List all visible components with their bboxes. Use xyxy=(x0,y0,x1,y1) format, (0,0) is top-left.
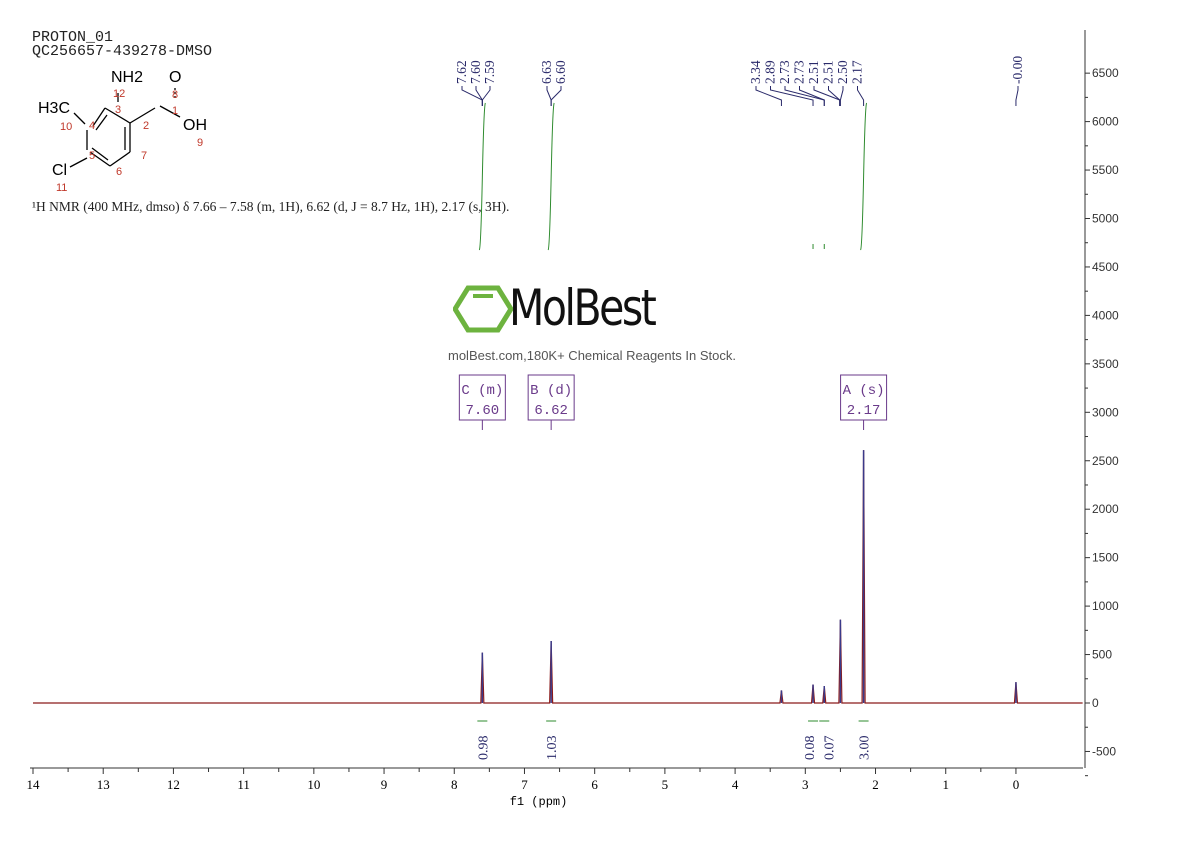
y-tick-label: 6000 xyxy=(1092,115,1119,129)
x-tick-label: 10 xyxy=(307,777,320,792)
peak-label: 2.89 xyxy=(763,60,778,84)
svg-text:12: 12 xyxy=(113,88,125,100)
peak-label: 2.50 xyxy=(835,60,850,84)
y-tick-label: 6500 xyxy=(1092,66,1119,80)
sample-id: QC256657-439278-DMSO xyxy=(32,43,213,60)
x-tick-label: 8 xyxy=(451,777,458,792)
peak-label-connector xyxy=(857,86,865,106)
integral-curve xyxy=(860,102,868,251)
peak-label-connector xyxy=(475,86,483,106)
y-tick-label: 500 xyxy=(1092,648,1112,662)
svg-text:1: 1 xyxy=(172,105,178,117)
multiplet-shift: 7.60 xyxy=(466,403,500,419)
peak-label-connector xyxy=(828,86,841,106)
x-tick-label: 9 xyxy=(381,777,388,792)
nh2-label: NH2 xyxy=(111,69,144,86)
y-tick-label: 4500 xyxy=(1092,260,1119,274)
svg-text:2: 2 xyxy=(143,120,149,132)
integral-value: 3.00 xyxy=(858,736,873,761)
peak-label: 7.59 xyxy=(482,60,497,84)
peak-label: 2.17 xyxy=(850,60,865,84)
peak-label: 7.62 xyxy=(454,60,469,84)
x-tick-label: 5 xyxy=(662,777,669,792)
peak-label: 6.63 xyxy=(539,60,554,84)
oh-label: OH xyxy=(183,117,207,134)
brand-tagline: molBest.com,180K+ Chemical Reagents In S… xyxy=(448,348,736,363)
multiplet-label: C (m) xyxy=(461,383,503,399)
peak-label: 3.34 xyxy=(748,60,763,84)
peak-label-connector xyxy=(755,86,782,106)
peak-label: 2.51 xyxy=(806,60,821,84)
svg-text:6: 6 xyxy=(116,166,122,178)
multiplet-shift: 6.62 xyxy=(534,403,568,419)
y-tick-label: 5000 xyxy=(1092,212,1119,226)
x-tick-label: 6 xyxy=(591,777,598,792)
integral-curve xyxy=(547,102,555,251)
peak-label-connector xyxy=(770,86,814,106)
y-tick-label: 4000 xyxy=(1092,308,1119,322)
y-tick-label: 3000 xyxy=(1092,405,1119,419)
integral-value: 0.07 xyxy=(822,736,837,761)
x-tick-label: 12 xyxy=(167,777,180,792)
y-tick-label: 2500 xyxy=(1092,454,1119,468)
peak-label: 2.51 xyxy=(821,60,836,84)
peak-label: 2.73 xyxy=(777,60,792,84)
cl-label: Cl xyxy=(52,162,68,179)
x-tick-label: 1 xyxy=(942,777,949,792)
svg-text:8: 8 xyxy=(172,89,178,101)
peak-label-connector xyxy=(550,86,562,106)
carbonyl-o-label: O xyxy=(169,69,182,86)
x-tick-label: 0 xyxy=(1013,777,1020,792)
y-tick-label: 0 xyxy=(1092,696,1099,710)
peak-label: -0.00 xyxy=(1010,56,1025,84)
x-axis-label: f1 (ppm) xyxy=(510,795,568,809)
multiplet-label: B (d) xyxy=(530,383,572,399)
peak-label-connector xyxy=(1015,86,1019,106)
y-tick-label: 1500 xyxy=(1092,551,1119,565)
y-tick-label: -500 xyxy=(1092,744,1116,758)
y-tick-label: 2000 xyxy=(1092,502,1119,516)
svg-text:4: 4 xyxy=(89,120,95,132)
y-tick-label: 5500 xyxy=(1092,163,1119,177)
svg-text:3: 3 xyxy=(115,104,121,116)
x-tick-label: 14 xyxy=(27,777,41,792)
svg-text:5: 5 xyxy=(89,150,95,162)
multiplet-shift: 2.17 xyxy=(847,403,881,419)
hexagon-logo-icon xyxy=(453,285,513,333)
peak-label-connector xyxy=(839,86,844,106)
peak-label-connector xyxy=(784,86,825,106)
peak-label: 7.60 xyxy=(468,60,483,84)
svg-text:10: 10 xyxy=(60,121,72,133)
x-tick-label: 7 xyxy=(521,777,528,792)
svg-text:11: 11 xyxy=(56,182,67,194)
peak-label-connector xyxy=(481,86,491,106)
spectrum-line xyxy=(33,450,1083,704)
svg-text:7: 7 xyxy=(141,150,147,162)
svg-text:9: 9 xyxy=(197,137,203,149)
integral-curve xyxy=(478,102,486,251)
integral-value: 0.98 xyxy=(476,736,491,761)
experiment-name: PROTON_01 xyxy=(32,29,114,46)
peak-label: 6.60 xyxy=(553,60,568,84)
y-tick-label: 1000 xyxy=(1092,599,1119,613)
h3c-label: H3C xyxy=(38,100,71,117)
x-tick-label: 3 xyxy=(802,777,809,792)
brand-name: MolBest xyxy=(509,279,657,337)
peak-label-connector xyxy=(546,86,552,106)
nmr-summary: ¹H NMR (400 MHz, dmso) δ 7.66 – 7.58 (m,… xyxy=(32,199,510,214)
integral-value: 1.03 xyxy=(545,736,560,761)
peak-label-connector xyxy=(799,86,825,106)
integral-value: 0.08 xyxy=(803,736,818,761)
x-tick-label: 4 xyxy=(732,777,739,792)
x-tick-label: 2 xyxy=(872,777,879,792)
y-tick-label: 3500 xyxy=(1092,357,1119,371)
x-tick-label: 11 xyxy=(237,777,250,792)
peak-label: 2.73 xyxy=(792,60,807,84)
multiplet-label: A (s) xyxy=(843,383,885,399)
x-tick-label: 13 xyxy=(97,777,110,792)
